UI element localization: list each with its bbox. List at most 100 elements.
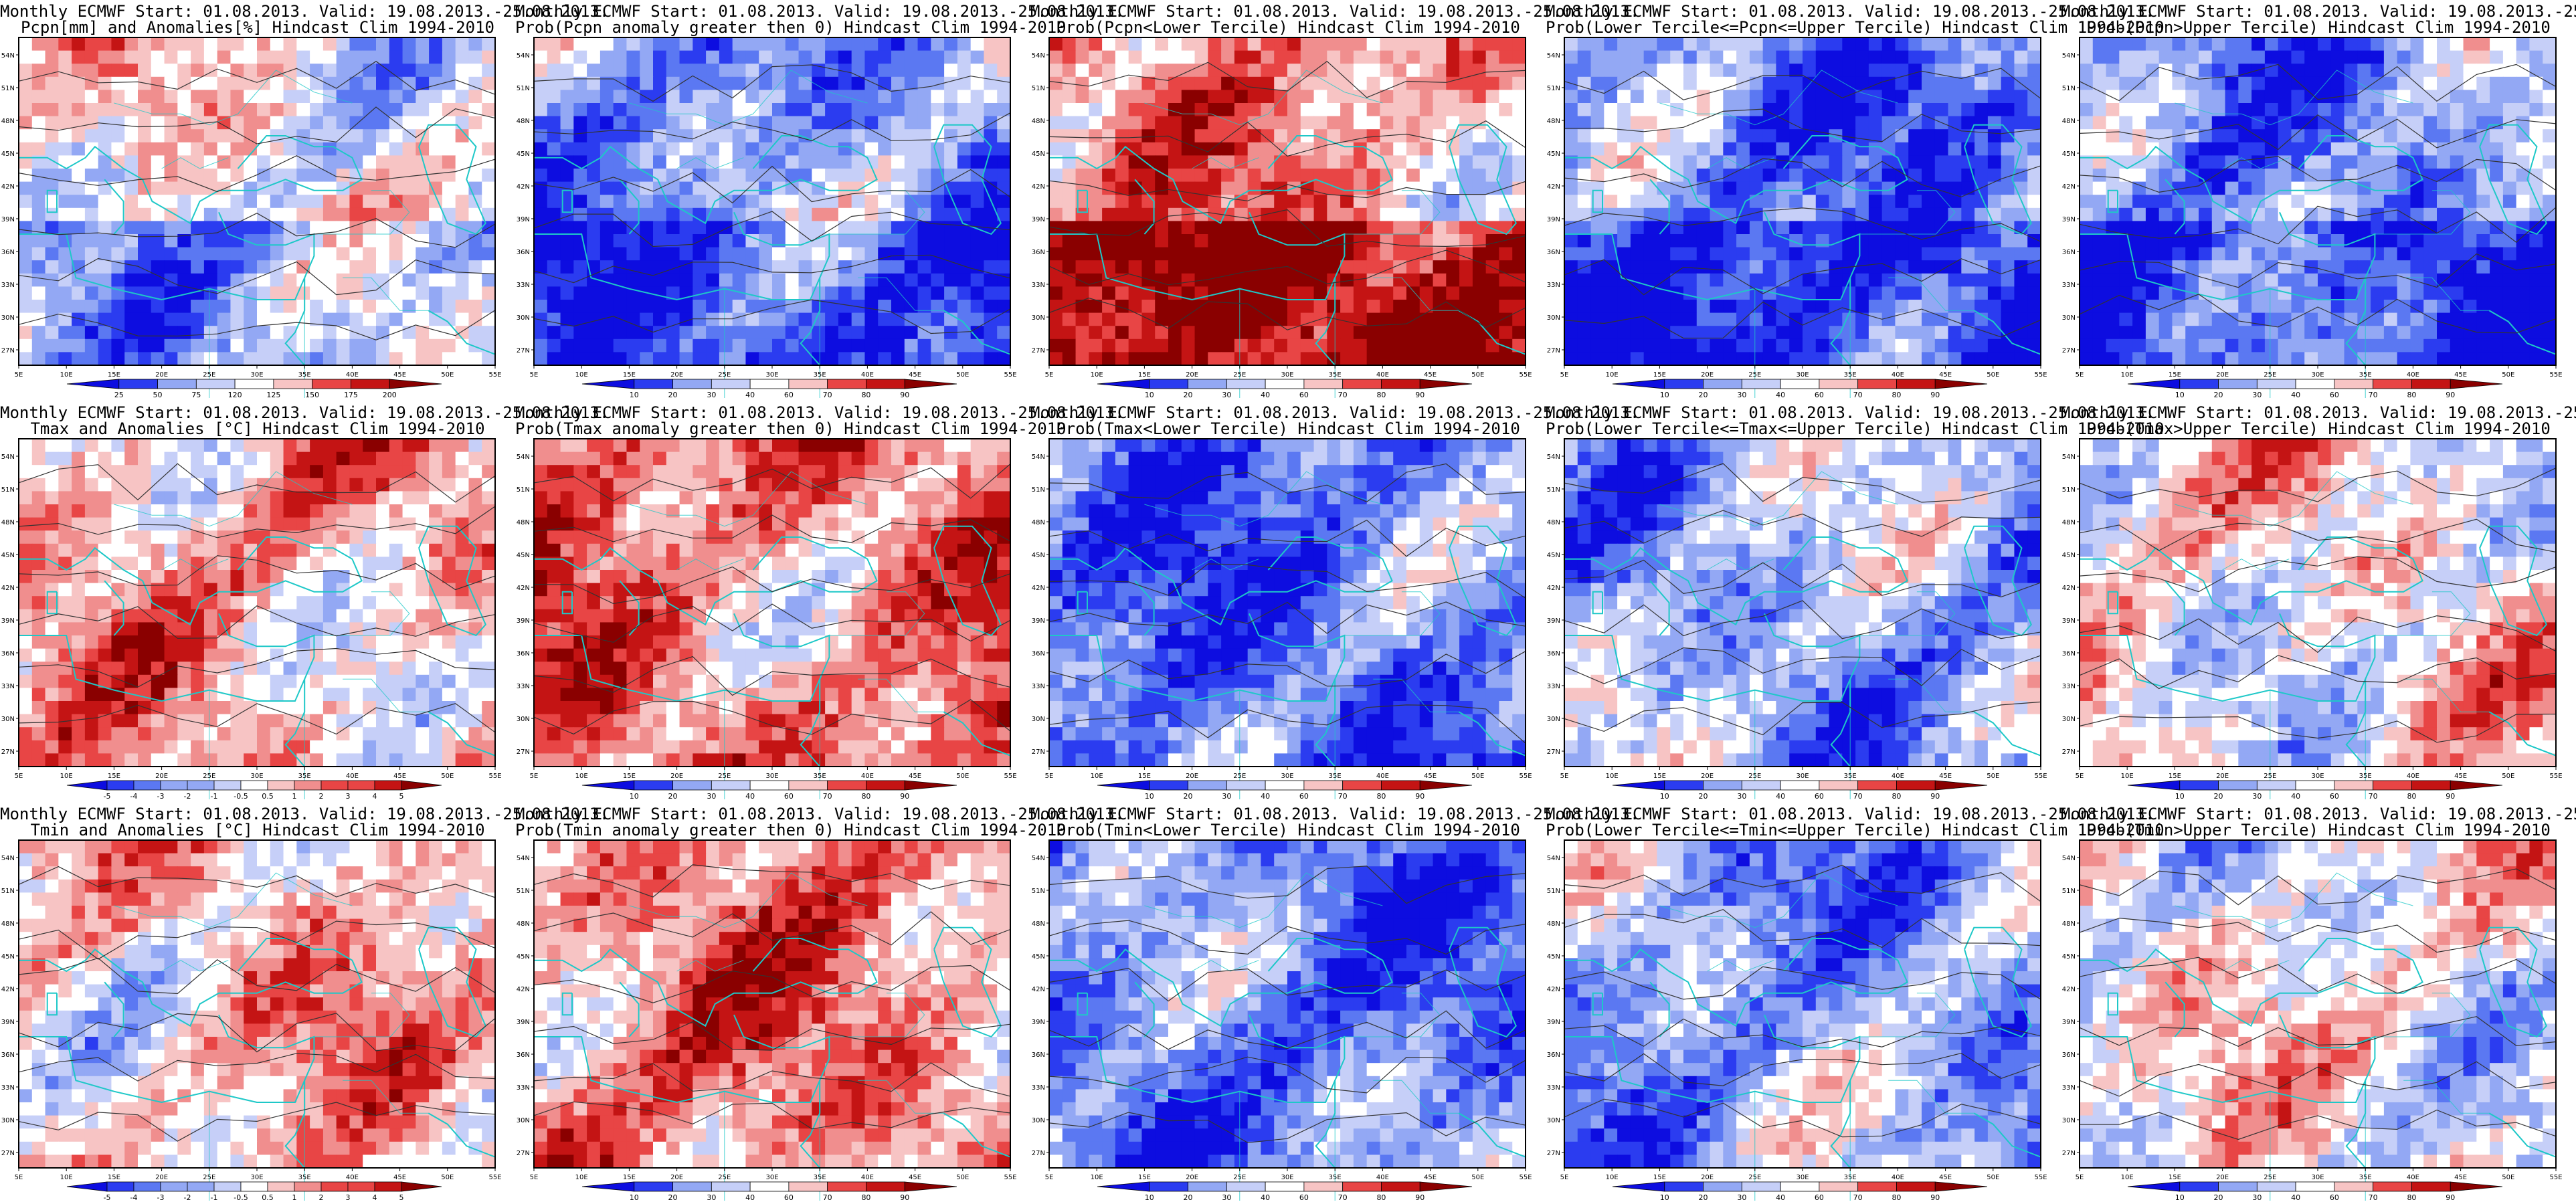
lon-tick-label: 15E (623, 773, 636, 780)
map-svg: 5E 10E 15E 20E 25E 30E 35E 40E 45E 50E 55E 54N 51N 48… (1547, 438, 2047, 801)
lat-tick-label: 27N (1, 347, 15, 355)
lon-tick-label: 55E (488, 773, 501, 780)
lat-tick-label: 39N (1, 617, 15, 625)
lon-tick-label: 15E (623, 371, 636, 379)
lon-tick-label: 35E (1329, 773, 1342, 780)
map-svg: 5E 10E 15E 20E 25E 30E 35E 40E 45E 50E 55E 54N 51N 48… (1547, 839, 2047, 1202)
panel-title-line2: Tmax and Anomalies [°C] Hindcast Clim 19… (30, 419, 485, 438)
lon-tick-label: 30E (765, 773, 778, 780)
colorbar-tick-label: 20 (2214, 1193, 2223, 1202)
panel-title-line1: Monthly ECMWF Start: 01.08.2013. Valid: … (515, 403, 1125, 422)
lon-tick-label: 5E (2076, 773, 2084, 780)
lon-tick-label: 45E (2454, 1174, 2467, 1181)
lon-tick-label: 20E (1701, 371, 1714, 379)
colorbar: 10 20 30 40 60 70 80 90 (1612, 1181, 1988, 1202)
lon-tick-label: 15E (2169, 773, 2181, 780)
colorbar-tick-label: 5 (399, 1193, 404, 1202)
lon-tick-label: 5E (1560, 773, 1569, 780)
lat-tick-label: 48N (517, 920, 530, 928)
colorbar-tick-label: 60 (1815, 391, 1824, 399)
lon-tick-label: 50E (441, 773, 454, 780)
colorbar-tick-label: 1 (292, 792, 297, 801)
colorbar-tick-label: 60 (1299, 391, 1309, 399)
colorbar-tick-label: 40 (745, 792, 755, 801)
lon-tick-label: 40E (1376, 773, 1389, 780)
lon-tick-label: 30E (765, 1174, 778, 1181)
colorbar-tick-label: 20 (1184, 792, 1193, 801)
colorbar-tick-label: 40 (2291, 391, 2300, 399)
lat-tick-label: 30N (1, 1117, 15, 1124)
lat-tick-label: 48N (2062, 519, 2076, 526)
map-svg: 5E 10E 15E 20E 25E 30E 35E 40E 45E 50E 55E 54N 51N 48… (1, 839, 502, 1202)
colorbar-tick-label: 120 (228, 391, 242, 399)
lat-tick-label: 42N (517, 986, 530, 993)
colorbar-tick-label: 175 (344, 391, 358, 399)
lon-tick-label: 40E (1892, 371, 1904, 379)
lat-tick-label: 54N (2062, 855, 2076, 862)
lat-tick-label: 39N (1032, 216, 1045, 223)
lon-tick-label: 50E (441, 371, 454, 379)
lon-tick-label: 40E (1892, 773, 1904, 780)
lon-tick-label: 5E (1560, 371, 1569, 379)
colorbar-tick-label: 30 (1737, 792, 1746, 801)
lon-tick-label: 30E (765, 371, 778, 379)
lon-tick-label: 10E (1606, 773, 1619, 780)
lon-tick-label: 50E (1987, 1174, 1999, 1181)
lat-tick-label: 42N (1, 585, 15, 592)
lon-tick-label: 20E (155, 773, 168, 780)
lat-tick-label: 27N (517, 1150, 530, 1157)
panel-title-line2: Prob(Tmin>Upper Tercile) Hindcast Clim 1… (2086, 821, 2551, 839)
lon-tick-label: 10E (2121, 773, 2134, 780)
lon-tick-label: 5E (1045, 773, 1054, 780)
lon-tick-label: 55E (1004, 1174, 1016, 1181)
colorbar-tick-label: 30 (707, 391, 716, 399)
map-svg: 5E 10E 15E 20E 25E 30E 35E 40E 45E 50E 55E 54N 51N 48… (1, 438, 502, 801)
lat-tick-label: 42N (1032, 183, 1045, 191)
lat-tick-label: 48N (517, 519, 530, 526)
panel-title-line2: Prob(Pcpn>Upper Tercile) Hindcast Clim 1… (2086, 18, 2551, 37)
lon-tick-label: 5E (15, 1174, 23, 1181)
panel-title-line2: Prob(Tmax anomaly greater then 0) Hindca… (515, 419, 1067, 438)
colorbar: 10 20 30 40 60 70 80 90 (1097, 1181, 1473, 1202)
lat-tick-label: 33N (1547, 683, 1560, 690)
lon-tick-label: 25E (1233, 773, 1246, 780)
lon-tick-label: 20E (1186, 773, 1198, 780)
lon-tick-label: 30E (2311, 773, 2324, 780)
lon-tick-label: 40E (1376, 371, 1389, 379)
lat-tick-label: 42N (517, 183, 530, 191)
colorbar-tick-label: 90 (1930, 1193, 1940, 1202)
lat-tick-label: 30N (517, 716, 530, 723)
lat-tick-label: 39N (2062, 617, 2076, 625)
lon-tick-label: 15E (1653, 371, 1666, 379)
lat-tick-label: 45N (2062, 552, 2076, 559)
colorbar-tick-label: 3 (346, 1193, 351, 1202)
lat-tick-label: 39N (2062, 1019, 2076, 1026)
lat-tick-label: 33N (1, 683, 15, 690)
map-svg: 5E 10E 15E 20E 25E 30E 35E 40E 45E 50E 55E 54N 51N 48… (1032, 438, 1532, 801)
colorbar-tick-label: 10 (1660, 391, 1669, 399)
colorbar-tick-label: 70 (1338, 792, 1348, 801)
lon-tick-label: 25E (718, 1174, 731, 1181)
panel-title-line2: Prob(Pcpn<Lower Tercile) Hindcast Clim 1… (1056, 18, 1520, 37)
lat-tick-label: 27N (1547, 1150, 1560, 1157)
lon-tick-label: 25E (203, 773, 215, 780)
lon-tick-label: 30E (1796, 1174, 1809, 1181)
colorbar-tick-label: 60 (2330, 792, 2339, 801)
lon-tick-label: 35E (2359, 773, 2372, 780)
lon-tick-label: 35E (2359, 371, 2372, 379)
lon-tick-label: 35E (298, 1174, 311, 1181)
lon-tick-label: 5E (530, 1174, 539, 1181)
colorbar-tick-label: -5 (104, 1193, 111, 1202)
map-panel: Monthly ECMWF Start: 01.08.2013. Valid: … (1030, 0, 1639, 401)
lat-tick-label: 45N (517, 953, 530, 961)
colorbar-tick-label: 80 (1892, 792, 1901, 801)
lat-tick-label: 42N (1547, 986, 1560, 993)
lat-tick-label: 30N (1547, 1117, 1560, 1124)
colorbar-tick-label: 70 (1853, 792, 1863, 801)
lon-tick-label: 55E (2549, 1174, 2562, 1181)
lon-tick-label: 10E (2121, 371, 2134, 379)
lon-tick-label: 35E (1844, 371, 1857, 379)
colorbar: 10 20 30 40 60 70 80 90 (1612, 780, 1988, 801)
panel-title-line1: Monthly ECMWF Start: 01.08.2013. Valid: … (515, 805, 1125, 823)
map-svg: 5E 10E 15E 20E 25E 30E 35E 40E 45E 50E 55E 54N 51N 48… (2062, 839, 2563, 1202)
